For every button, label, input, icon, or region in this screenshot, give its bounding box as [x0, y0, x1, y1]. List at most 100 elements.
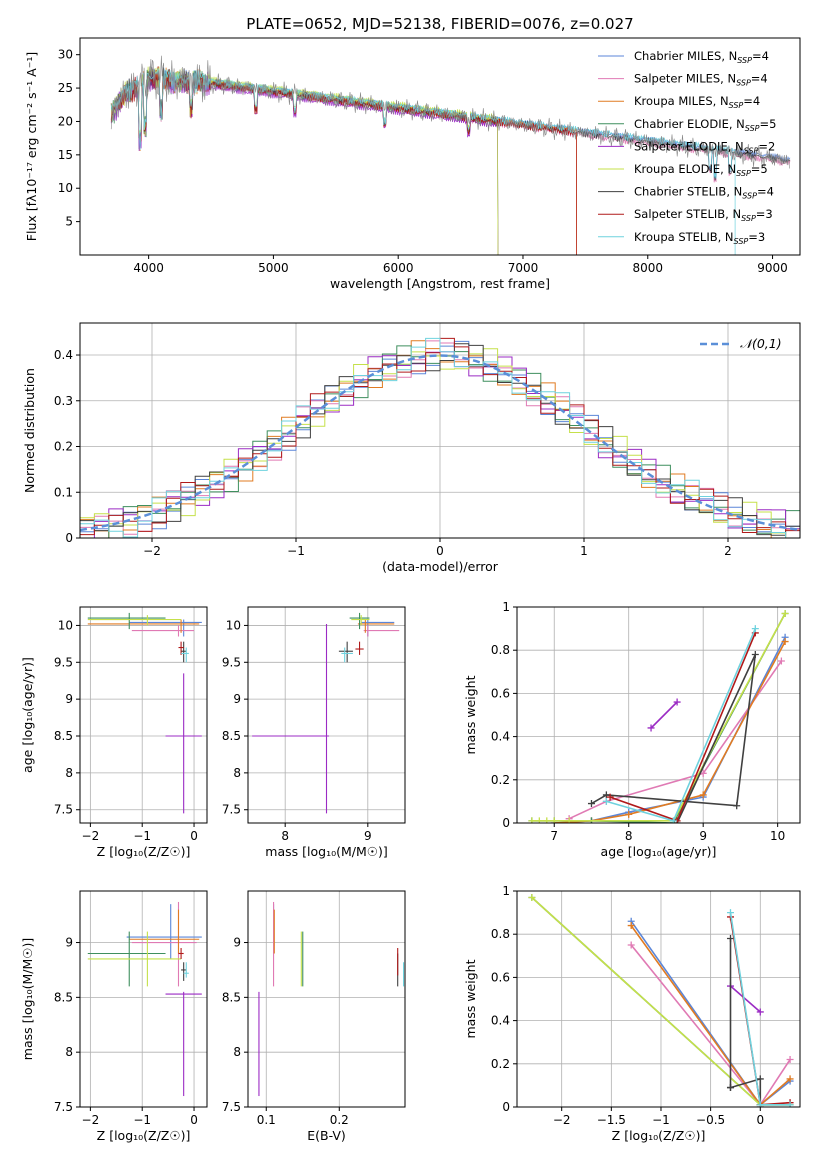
y-tick-label: 10 — [58, 181, 73, 195]
x-tick-label: 10 — [770, 829, 785, 843]
plus-marker — [786, 1055, 794, 1063]
legend-entry: Kroupa MILES, NSSP=4 — [634, 94, 760, 110]
residual-histogram-panel: −2 −1 0 1 2 0 0.1 0.2 0.3 0.4 (data-model)/error No… — [22, 322, 801, 574]
plus-marker — [781, 638, 789, 646]
legend-subscript: SSP — [736, 79, 751, 88]
plus-marker — [733, 802, 741, 810]
age-vs-mass-panel: 8 9 7.5 8 8.5 9 9.5 10 mass [log₁₀(M/M☉)] — [222, 606, 406, 859]
legend-entry: Chabrier ELODIE, NSSP=5 — [634, 117, 776, 133]
legend-subscript: SSP — [742, 192, 757, 201]
plus-marker — [625, 810, 633, 818]
plus-marker — [726, 1084, 734, 1092]
plus-marker — [627, 922, 635, 930]
legend-ssp-count: =3 — [748, 230, 765, 244]
legend-entry: Kroupa ELODIE, NSSP=5 — [634, 162, 768, 178]
x-tick-label: 0 — [756, 1113, 764, 1127]
plus-marker — [786, 1101, 794, 1107]
axes-frame — [79, 37, 801, 256]
mass-weight-line — [554, 641, 786, 823]
y-tick-label: 0.8 — [491, 643, 510, 657]
legend-ssp-count: =4 — [752, 49, 769, 63]
plot-area — [528, 893, 794, 1107]
x-axis-label: wavelength [Angstrom, rest frame] — [330, 276, 550, 291]
y-tick-label: 10 — [58, 618, 73, 632]
legend-ssp-count: =4 — [757, 185, 774, 199]
y-axis-label: mass [log₁₀(M/M☉)] — [20, 938, 35, 1060]
legend-subscript: SSP — [736, 169, 751, 178]
x-tick-label: 2 — [724, 544, 732, 558]
legend-subscript: SSP — [737, 56, 752, 65]
axes-frame — [516, 890, 801, 1108]
mass-weight-line — [568, 660, 783, 820]
y-tick-label: 0.2 — [491, 773, 510, 787]
y-axis-label: Normed distribution — [22, 368, 37, 493]
legend-ssp-count: =5 — [751, 162, 768, 176]
plus-marker — [543, 817, 551, 823]
y-tick-label: 8 — [233, 766, 241, 780]
spectrum-panel: 4000 5000 6000 7000 8000 9000 5 10 15 20 25 30 wavel… — [24, 37, 801, 291]
plus-marker — [673, 698, 681, 706]
x-tick-label: 9000 — [757, 261, 788, 275]
plus-marker — [756, 1075, 764, 1083]
x-axis-label: mass [log₁₀(M/M☉)] — [265, 844, 387, 859]
plus-marker — [756, 1008, 764, 1016]
legend-entry: 𝒩(0,1) — [740, 336, 782, 351]
x-tick-label: 6000 — [383, 261, 414, 275]
legend-ssp-count: =5 — [760, 117, 777, 131]
x-tick-label: 8 — [625, 829, 633, 843]
legend-subscript: SSP — [745, 124, 760, 133]
x-tick-label: 0 — [190, 829, 198, 843]
plus-marker — [647, 724, 655, 732]
y-tick-label: 9.5 — [222, 655, 241, 669]
y-tick-label: 0.4 — [54, 348, 73, 362]
y-tick-label: 20 — [58, 114, 73, 128]
x-tick-label: 8 — [281, 829, 289, 843]
legend-entry: Kroupa STELIB, NSSP=3 — [634, 230, 765, 246]
spectrum-line — [110, 66, 577, 255]
x-tick-label: 0.1 — [257, 1113, 276, 1127]
plus-marker — [606, 793, 614, 801]
legend-subscript: SSP — [734, 237, 749, 246]
y-axis-label: mass weight — [463, 675, 478, 754]
legend-entry: Salpeter ELODIE, NSSP=2 — [634, 139, 775, 155]
legend-ssp-count: =4 — [743, 94, 760, 108]
x-tick-label: 9 — [699, 829, 707, 843]
histogram-step — [80, 348, 800, 538]
y-tick-label: 8 — [233, 1045, 241, 1059]
y-tick-label: 0.2 — [54, 440, 73, 454]
plot-area — [258, 901, 405, 1097]
mass-weight-line — [650, 701, 678, 729]
x-tick-label: 9 — [364, 829, 372, 843]
gaussian-curve — [80, 354, 800, 532]
mass-weight-vs-age-panel: 7 8 9 10 0 0.2 0.4 0.6 0.8 1 age [log₁₀(age/yr)] ma… — [463, 600, 801, 859]
axes-frame — [79, 890, 208, 1108]
mass-weight-vs-metallicity-panel: −2 −1.5 −1 −0.5 0 0 0.2 0.4 0.6 0.8 1 Z [log₁₀(Z/Z☉… — [463, 884, 801, 1143]
spectrum-line — [110, 68, 736, 255]
plus-marker — [587, 800, 595, 808]
y-tick-label: 8.5 — [54, 729, 73, 743]
plot-area — [110, 55, 791, 255]
x-tick-label: −2 — [82, 829, 100, 843]
legend-subscript: SSP — [729, 101, 744, 110]
plus-marker — [726, 935, 734, 943]
mass-weight-line — [609, 632, 757, 822]
plus-marker — [756, 1101, 764, 1107]
x-axis-label: (data-model)/error — [382, 559, 499, 574]
x-tick-label: −2 — [553, 1113, 571, 1127]
legend-entry: Salpeter MILES, NSSP=4 — [634, 72, 768, 88]
x-tick-label: −0.5 — [696, 1113, 725, 1127]
histogram-step — [80, 337, 800, 538]
legend-entry: Salpeter STELIB, NSSP=3 — [634, 207, 773, 223]
y-tick-label: 8.5 — [54, 990, 73, 1004]
y-tick-label: 0.4 — [491, 1014, 510, 1028]
plus-marker — [777, 657, 785, 665]
legend-entry: Chabrier STELIB, NSSP=4 — [634, 185, 774, 201]
y-tick-label: 5 — [65, 215, 73, 229]
y-tick-label: 8.5 — [222, 729, 241, 743]
x-axis-label: Z [log₁₀(Z/Z☉)] — [612, 1128, 706, 1143]
y-tick-label: 8.5 — [222, 990, 241, 1004]
axes-frame — [516, 606, 801, 824]
plot-area — [252, 612, 400, 814]
y-axis-label: mass weight — [463, 959, 478, 1038]
